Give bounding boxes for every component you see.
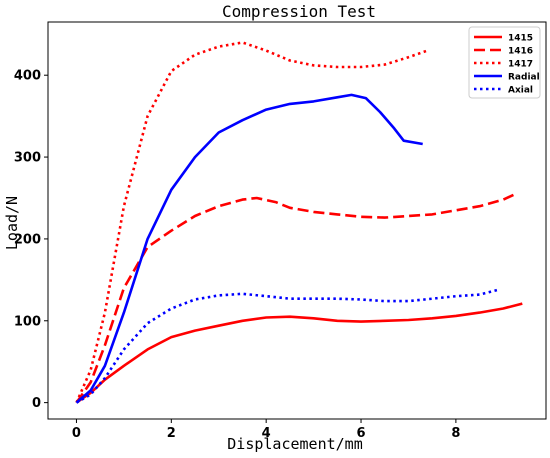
series-layer bbox=[75, 41, 523, 404]
series-line-axial bbox=[75, 288, 499, 404]
x-tick-label: 8 bbox=[451, 426, 460, 441]
y-tick-label: 200 bbox=[14, 232, 41, 247]
y-axis: 0 100 200 300 400 bbox=[14, 69, 48, 411]
x-axis-label: Displacement/mm bbox=[227, 435, 362, 453]
legend-label-1416: 1416 bbox=[508, 47, 533, 57]
x-tick-label: 6 bbox=[357, 426, 366, 441]
y-tick-label: 300 bbox=[14, 151, 41, 166]
x-tick-label: 4 bbox=[262, 426, 271, 441]
legend-label-1415: 1415 bbox=[508, 34, 533, 44]
series-line-1416 bbox=[75, 191, 519, 404]
y-tick-label: 400 bbox=[14, 69, 41, 84]
series-line-1415 bbox=[75, 302, 523, 404]
x-axis: 0 2 4 6 8 bbox=[72, 419, 460, 441]
plot-frame bbox=[47, 21, 547, 420]
legend-label-1417: 1417 bbox=[508, 60, 533, 70]
y-tick-label: 0 bbox=[32, 396, 41, 411]
legend-label-axial: Axial bbox=[508, 86, 533, 96]
legend-box bbox=[468, 26, 541, 99]
x-tick-label: 0 bbox=[72, 426, 81, 441]
legend-label-radial: Radial bbox=[508, 73, 540, 83]
x-tick-label: 2 bbox=[167, 426, 176, 441]
y-axis-label: Load/N bbox=[3, 196, 21, 250]
series-line-radial bbox=[75, 93, 423, 404]
legend: 1415 1416 1417 Radial Axial bbox=[468, 26, 541, 99]
y-tick-label: 100 bbox=[14, 314, 41, 329]
chart-title: Compression Test bbox=[222, 2, 376, 21]
